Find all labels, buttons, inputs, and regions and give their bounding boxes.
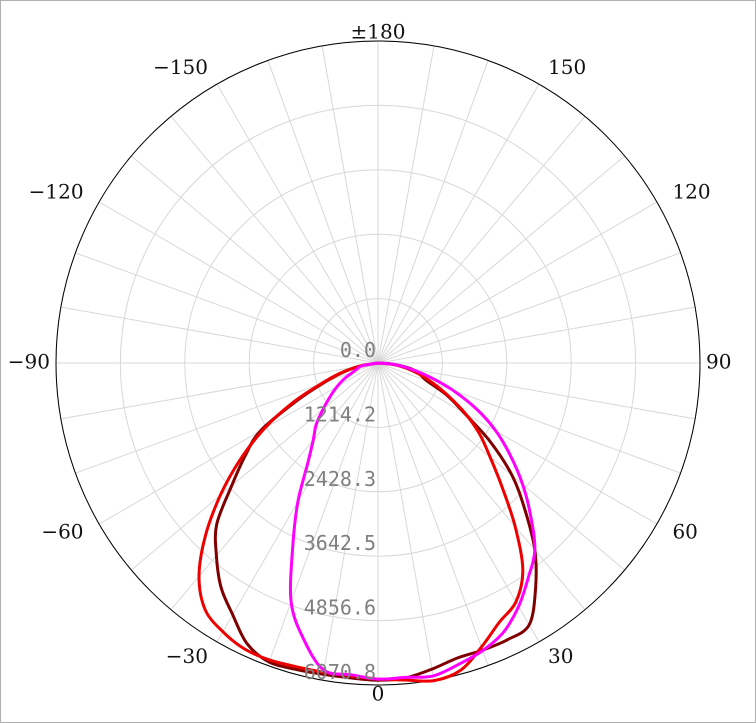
radial-tick-label: 2428.3 — [304, 467, 376, 491]
angle-gridline — [131, 155, 379, 364]
angle-gridline — [377, 306, 696, 364]
angle-gridline — [321, 362, 379, 681]
angle-tick-label: −30 — [166, 644, 208, 668]
angle-tick-label: ±180 — [351, 20, 406, 44]
angle-tick-label: 120 — [672, 180, 710, 204]
radial-tick-label: 1214.2 — [304, 402, 376, 426]
angle-gridline — [267, 362, 379, 666]
angle-gridline — [60, 362, 379, 420]
angle-tick-label: −90 — [8, 350, 50, 374]
radial-tick-label: 0.0 — [340, 338, 376, 362]
series-line-3 — [288, 361, 537, 681]
angle-gridline — [377, 155, 625, 364]
angle-gridline — [377, 362, 540, 643]
angle-gridline — [216, 83, 379, 364]
angle-tick-label: 0 — [372, 682, 385, 706]
angle-gridline — [75, 252, 379, 364]
angle-gridlines — [56, 41, 700, 685]
angle-gridline — [377, 201, 658, 364]
angle-gridline — [377, 362, 586, 610]
angle-gridline — [377, 362, 435, 681]
angle-tick-label: −150 — [153, 55, 208, 79]
angle-gridline — [267, 60, 379, 364]
radial-gridline — [184, 169, 572, 557]
angle-gridline — [170, 362, 379, 610]
radial-tick-labels: 0.0 1214.2 2428.3 3642.5 4856.6 6070.8 — [304, 338, 376, 684]
radial-gridline — [248, 233, 508, 493]
angle-gridline — [377, 60, 489, 364]
outer-circle — [55, 40, 701, 686]
angle-gridline — [377, 362, 696, 420]
angle-gridline — [377, 362, 658, 525]
series-layer — [197, 361, 538, 683]
angle-gridline — [98, 362, 379, 525]
radial-tick-label: 6070.8 — [304, 660, 376, 684]
angle-gridline — [377, 83, 540, 364]
angle-gridline — [170, 116, 379, 364]
angle-gridline — [60, 306, 379, 364]
radial-tick-label: 3642.5 — [304, 531, 376, 555]
radial-tick-label: 4856.6 — [304, 596, 376, 620]
angle-tick-label: 90 — [706, 350, 731, 374]
angle-gridline — [377, 45, 435, 364]
angle-tick-label: 60 — [672, 520, 697, 544]
angle-tick-labels: ±180 150 −150 120 −120 90 −90 60 −60 30 −30 0 — [8, 20, 732, 706]
angle-tick-label: −120 — [29, 180, 84, 204]
angle-gridline — [321, 45, 379, 364]
angle-gridline — [131, 362, 379, 571]
radial-gridline — [119, 104, 637, 622]
angle-tick-label: 150 — [548, 55, 586, 79]
angle-gridline — [98, 201, 379, 364]
angle-gridline — [377, 362, 489, 666]
angle-tick-label: 30 — [548, 644, 573, 668]
radial-gridline — [313, 298, 443, 428]
angle-gridline — [377, 362, 625, 571]
angle-gridline — [377, 252, 681, 364]
angle-tick-label: −60 — [41, 520, 83, 544]
angle-gridline — [377, 116, 586, 364]
